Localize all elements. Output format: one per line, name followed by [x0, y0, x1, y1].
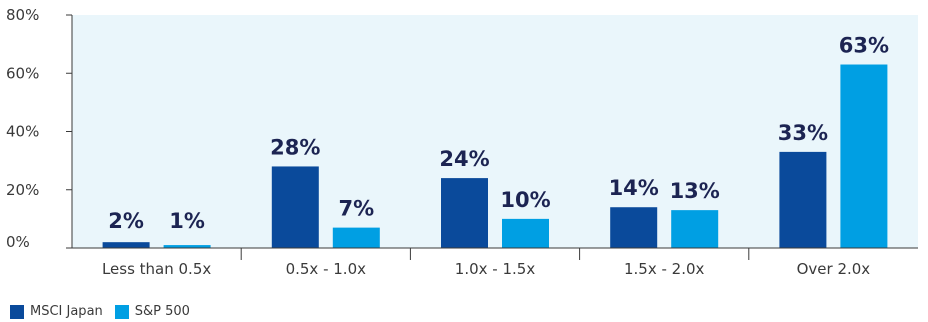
data-label-sp500: 1%	[169, 209, 205, 233]
x-category-label: Less than 0.5x	[102, 260, 211, 278]
data-label-sp500: 13%	[670, 179, 720, 203]
x-category-label: 0.5x - 1.0x	[286, 260, 367, 278]
y-tick-label: 60%	[6, 64, 39, 82]
y-tick-label: 0%	[6, 233, 30, 251]
bar-msci-japan	[102, 242, 150, 248]
bar-msci-japan	[610, 207, 658, 248]
bar-sp500	[671, 210, 719, 248]
legend-item-sp500: S&P 500	[114, 304, 190, 319]
data-label-msci-japan: 33%	[778, 121, 828, 145]
bar-sp500	[840, 64, 888, 248]
y-tick-label: 20%	[6, 181, 39, 199]
legend-label-msci-japan: MSCI Japan	[30, 304, 103, 319]
legend-item-msci-japan: MSCI Japan	[10, 304, 103, 319]
data-label-sp500: 10%	[500, 188, 550, 212]
data-label-sp500: 7%	[338, 197, 374, 221]
x-category-label: Over 2.0x	[797, 260, 871, 278]
bar-sp500	[502, 218, 549, 248]
legend-swatch-msci-japan	[10, 304, 24, 319]
legend-label-sp500: S&P 500	[134, 304, 190, 319]
x-category-label: 1.0x - 1.5x	[455, 260, 536, 278]
legend: MSCI Japan S&P 500	[10, 304, 190, 319]
data-label-msci-japan: 24%	[439, 147, 489, 171]
bar-msci-japan	[779, 151, 827, 248]
bar-msci-japan	[441, 178, 488, 248]
y-tick-label: 80%	[6, 6, 39, 24]
data-label-msci-japan: 28%	[270, 135, 320, 159]
plot-area	[72, 15, 918, 248]
bar-sp500	[332, 227, 380, 248]
data-label-msci-japan: 2%	[108, 209, 144, 233]
data-label-sp500: 63%	[839, 34, 889, 58]
legend-swatch-sp500	[114, 304, 129, 319]
data-label-msci-japan: 14%	[609, 176, 659, 200]
x-category-label: 1.5x - 2.0x	[624, 260, 705, 278]
bar-chart: 0% 20% 40% 60% 80% 2% 1% 28% 7% 24% 10% 14% 13% 33% 6…	[6, 6, 918, 278]
bar-msci-japan	[271, 166, 319, 248]
y-tick-label: 40%	[6, 123, 39, 141]
bar-sp500	[163, 245, 211, 248]
